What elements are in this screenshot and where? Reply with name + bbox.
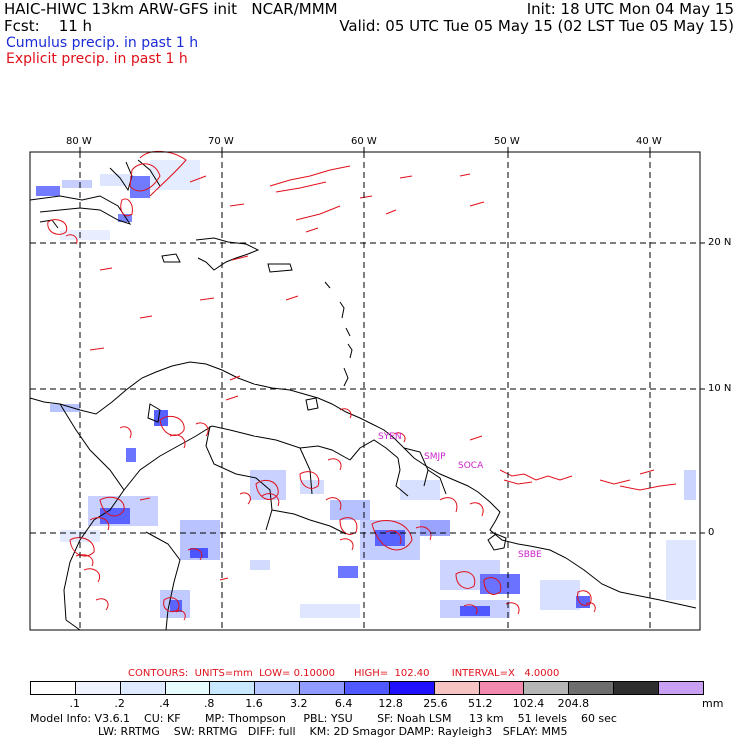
colorbar-tick-label: 102.4 [512, 697, 545, 710]
lon-label-70w: 70 W [208, 136, 234, 147]
explicit-precip-contours [47, 151, 677, 621]
station-syen: SYEN [378, 432, 402, 442]
colorbar-tick-label: 51.2 [468, 697, 493, 710]
colorbar-swatch [388, 682, 434, 694]
plot-title: HAIC-HIWC 13km ARW-GFS init NCAR/MMM [4, 0, 338, 18]
lat-lon-grid [30, 152, 700, 630]
colorbar-swatch [299, 682, 345, 694]
colorbar-tick-label: .8 [203, 697, 215, 710]
lon-label-50w: 50 W [494, 136, 520, 147]
colorbar-tick-label: 6.4 [334, 697, 353, 710]
colorbar-tick-label: 1.6 [245, 697, 263, 710]
station-smjp: SMJP [424, 452, 446, 462]
colorbar-swatch [164, 682, 210, 694]
colorbar-tick-label: .1 [69, 697, 81, 710]
colorbar-swatch [209, 682, 255, 694]
model-info-line1: Model Info: V3.6.1 CU: KF MP: Thompson P… [30, 712, 617, 725]
colorbar-swatch [254, 682, 300, 694]
colorbar-tick-label: 12.8 [378, 697, 403, 710]
lat-label-0: 0 [708, 527, 715, 538]
model-info-line2: LW: RRTMG SW: RRTMG DIFF: full KM: 2D Sm… [98, 725, 568, 738]
colorbar-swatch [74, 682, 120, 694]
forecast-hour: Fcst: 11 h [4, 17, 93, 35]
lat-label-20n: 20 N [708, 237, 732, 248]
colorbar-tick-label: 204.8 [557, 697, 590, 710]
colorbar-swatch [31, 682, 75, 694]
init-time: Init: 18 UTC Mon 04 May 15 [526, 0, 734, 18]
valid-time: Valid: 05 UTC Tue 05 May 15 (02 LST Tue … [339, 17, 734, 35]
colorbar-swatch [568, 682, 614, 694]
colorbar-swatch [613, 682, 659, 694]
colorbar-tick-label: .4 [159, 697, 170, 710]
colorbar-swatch [433, 682, 479, 694]
colorbar-swatch [344, 682, 389, 694]
colorbar-swatch [478, 682, 524, 694]
lat-label-10n: 10 N [708, 383, 732, 394]
colorbar-swatch [658, 682, 703, 694]
legend-cumulus: Cumulus precip. in past 1 h [6, 35, 199, 51]
contours-info: CONTOURS: UNITS=mm LOW= 0.10000 HIGH= 10… [128, 668, 560, 679]
colorbar [30, 681, 704, 695]
colorbar-tick-label: .2 [114, 697, 125, 710]
colorbar-tick-label: 3.2 [290, 697, 308, 710]
station-sbbe: SBBE [518, 550, 542, 560]
map-frame [29, 151, 701, 631]
lon-label-60w: 60 W [351, 136, 377, 147]
lon-label-80w: 80 W [66, 136, 92, 147]
lon-label-40w: 40 W [636, 136, 662, 147]
station-soca: SOCA [458, 461, 484, 471]
colorbar-swatch [523, 682, 569, 694]
legend-explicit: Explicit precip. in past 1 h [6, 51, 188, 67]
coastlines [29, 159, 697, 631]
colorbar-swatch [119, 682, 165, 694]
colorbar-tick-label: 25.6 [423, 697, 448, 710]
colorbar-unit: mm [702, 697, 724, 710]
